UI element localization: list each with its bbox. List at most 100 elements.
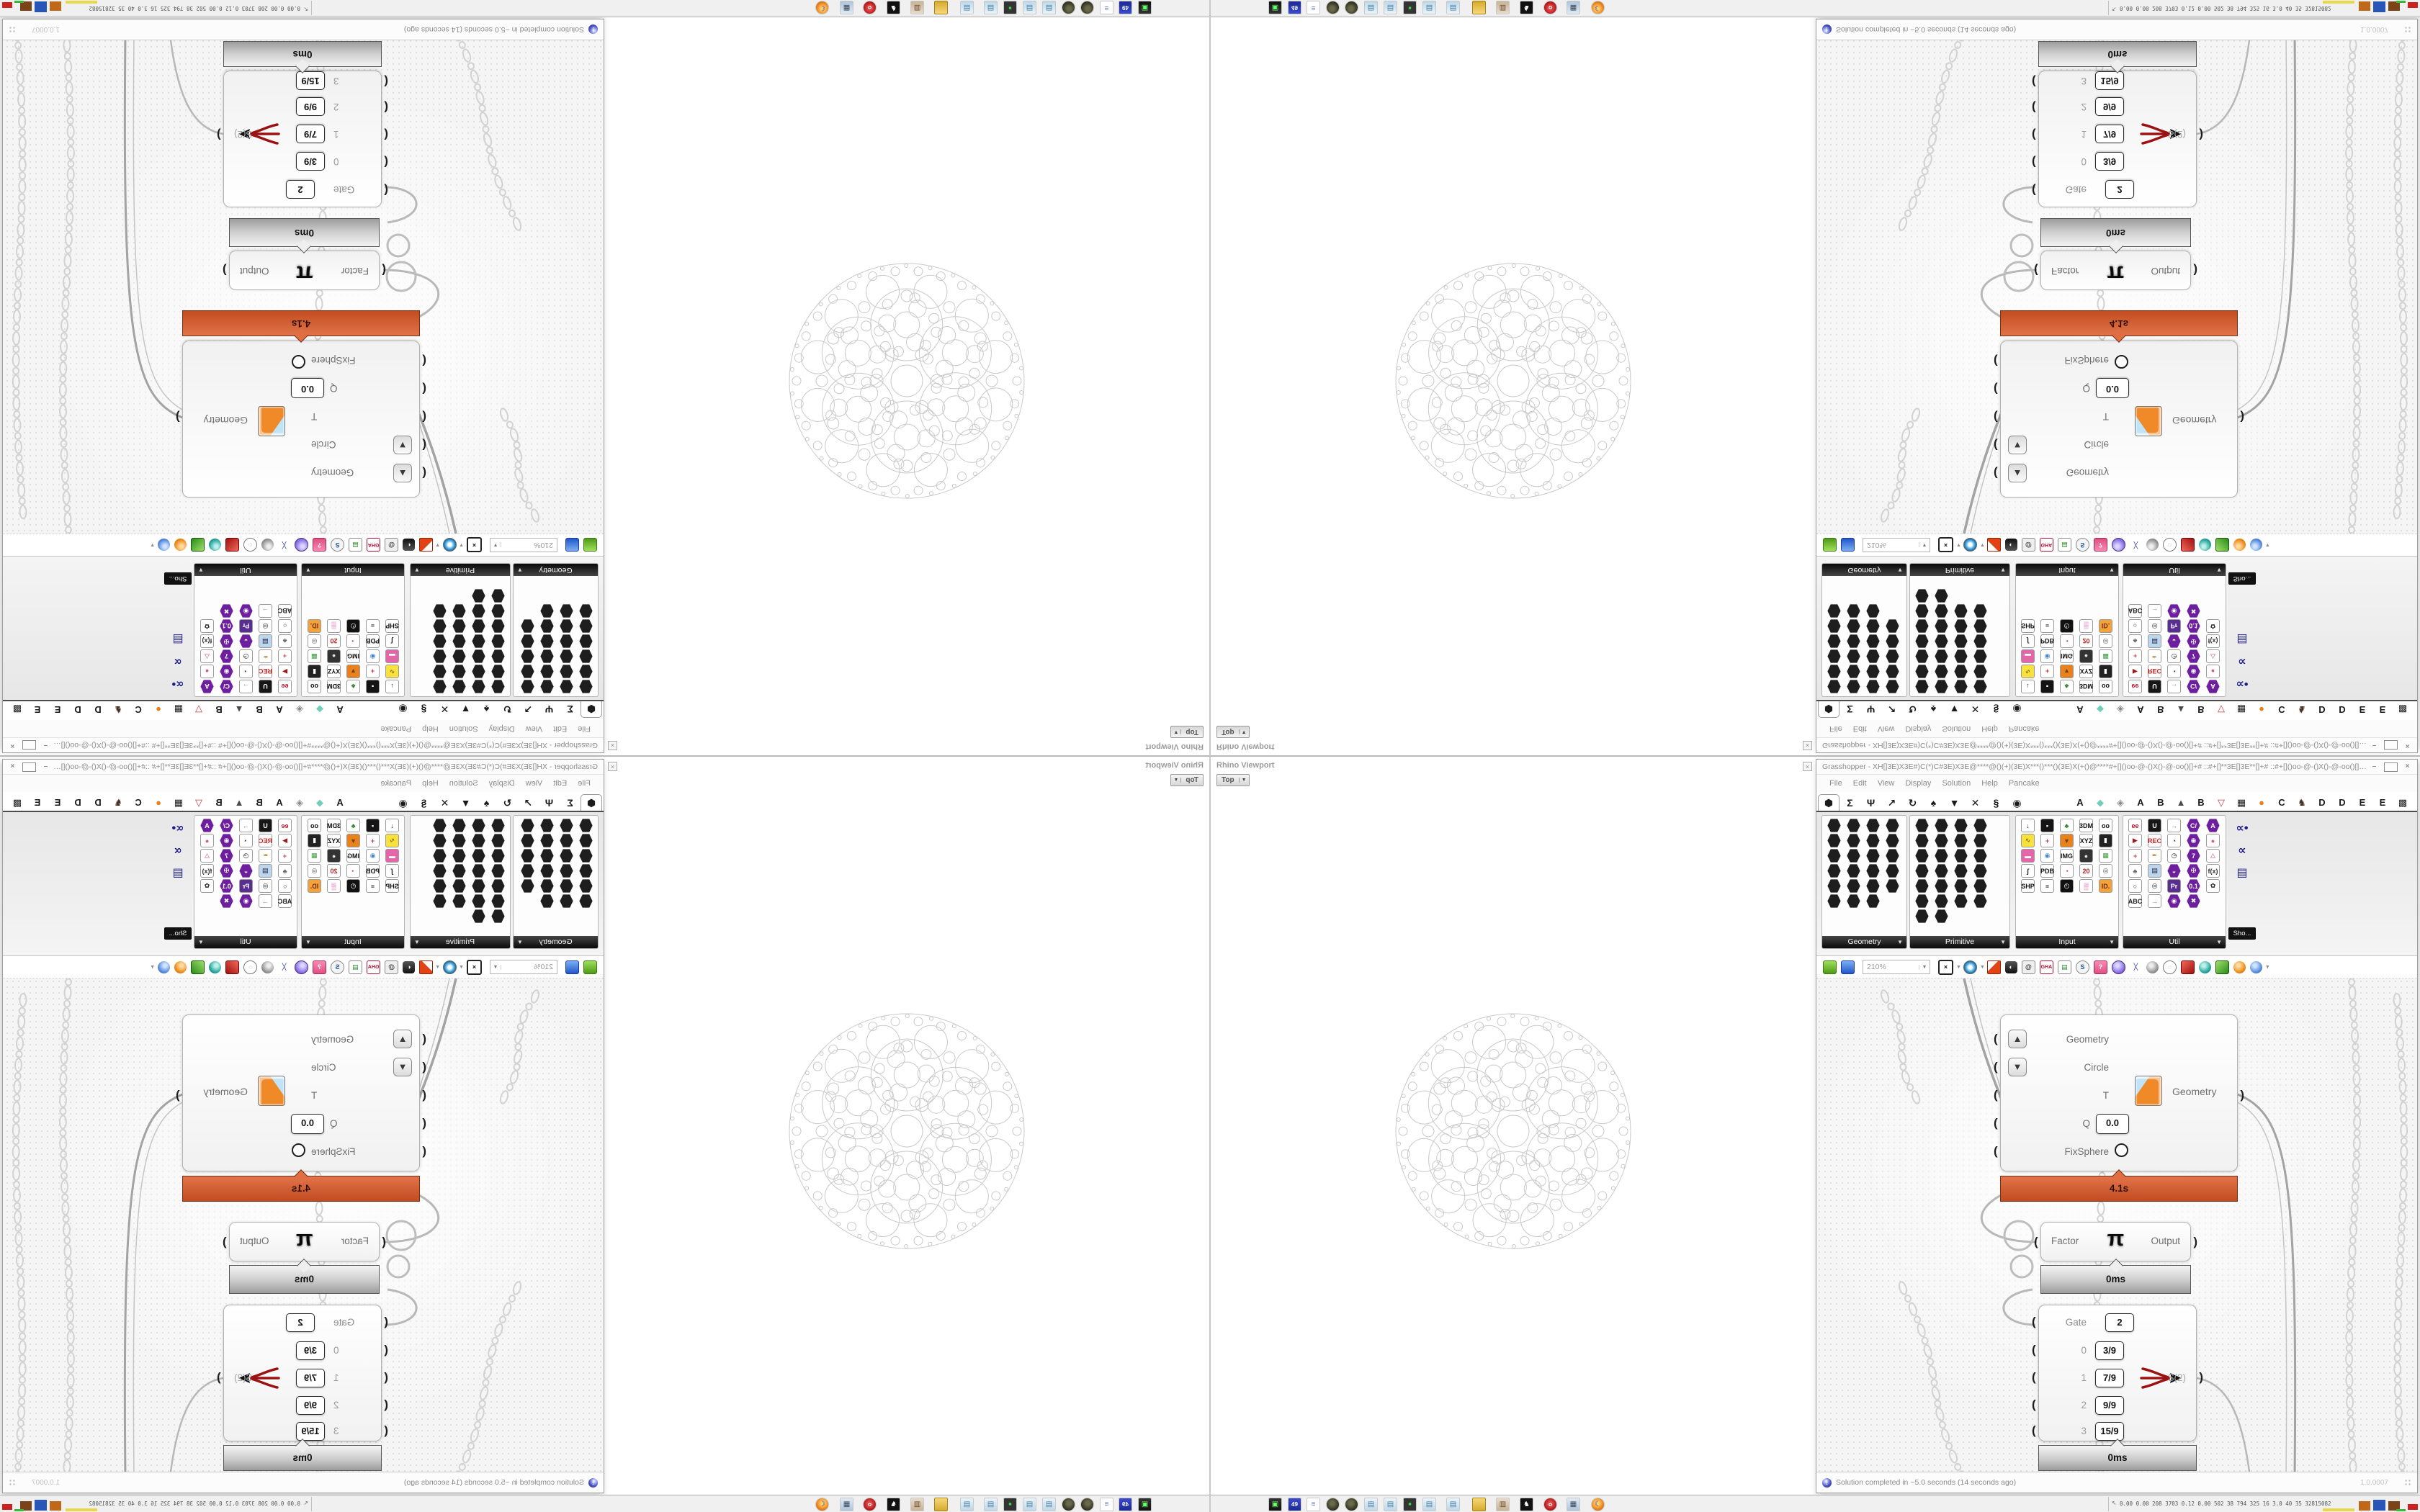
chevron-down-icon[interactable]: ▼ [1897, 939, 1903, 945]
palette-group-label-geometry[interactable]: Geometry ▼ [1822, 936, 1906, 948]
palette-icon[interactable] [1886, 680, 1899, 693]
tab-display[interactable]: ◉ [2012, 797, 2022, 809]
tab-plugin-grid[interactable]: ▦ [174, 704, 184, 715]
palette-group-label-util[interactable]: Util ▼ [194, 936, 297, 948]
palette-icon[interactable]: ● [2079, 849, 2093, 863]
gh-canvas[interactable]: ( ( ( ( ( ) ▲ Geometry ▼ Circle T [3, 40, 604, 534]
palette-icon[interactable] [1954, 819, 1968, 832]
palette-icon[interactable]: ▦ [308, 649, 321, 663]
palette-group-label-input[interactable]: Input ▼ [2016, 564, 2118, 576]
palette-icon[interactable] [452, 619, 466, 633]
palette-icon[interactable]: 0.1 [220, 619, 233, 633]
taskbar-document2-icon[interactable]: ▤ [1384, 1, 1397, 14]
palette-icon[interactable] [521, 619, 534, 633]
palette-group-label-primitive[interactable]: Primitive ▼ [411, 564, 510, 576]
tab-plugin-mountain[interactable]: ▲ [234, 797, 244, 808]
author-at-icon[interactable]: @ [2021, 538, 2035, 552]
input-port-1[interactable]: ( [2032, 1370, 2036, 1384]
palette-icon[interactable] [452, 649, 466, 663]
menu-pancake[interactable]: Pancake [380, 724, 412, 733]
tab-plugin-d1[interactable]: D [94, 704, 102, 715]
close-button[interactable]: × [2405, 762, 2410, 770]
display-teal-icon[interactable] [2198, 960, 2211, 973]
palette-icon[interactable]: ◔ [2060, 864, 2074, 878]
palette-icon[interactable] [1954, 849, 1968, 863]
palette-icon[interactable]: ▼ [346, 665, 360, 678]
palette-icon[interactable] [579, 864, 593, 878]
tab-mesh[interactable]: ▼ [460, 703, 471, 715]
menu-help[interactable]: Help [1981, 724, 1998, 733]
palette-icon[interactable]: f(x) [2206, 864, 2220, 878]
palette-icon[interactable]: ◴ [2060, 879, 2074, 893]
palette-group-label-geometry[interactable]: Geometry ▼ [514, 564, 598, 576]
palette-icon[interactable]: REC [2148, 665, 2161, 678]
palette-icon[interactable]: oo [2099, 819, 2112, 832]
palette-icon[interactable]: Pr [239, 879, 253, 893]
gha-loader-icon[interactable]: GHA [367, 960, 381, 974]
palette-icon[interactable] [1866, 649, 1880, 663]
viewport-top-tab-label[interactable]: Top [1186, 776, 1198, 784]
chevron-down-icon[interactable]: ▼ [2216, 939, 2222, 945]
palette-icon[interactable] [491, 864, 505, 878]
palette-icon[interactable] [472, 619, 485, 633]
palette-icon[interactable]: ◔ [346, 634, 360, 648]
jump-wires-icon[interactable]: ╳ [278, 960, 291, 973]
viewport-top-tab[interactable]: Top ▼ [1170, 774, 1204, 786]
palette-icon[interactable]: ▦ [2099, 849, 2112, 863]
cluster-box-icon[interactable]: ? [2093, 960, 2107, 974]
palette-icon[interactable]: ◔ [346, 864, 360, 878]
palette-group-label-primitive[interactable]: Primitive ▼ [411, 936, 510, 948]
palette-icon[interactable] [540, 649, 554, 663]
gate-row-value[interactable]: 3/9 [296, 152, 325, 171]
tab-plugin-a2[interactable]: A [276, 704, 283, 715]
palette-icon[interactable]: ABC [2128, 894, 2142, 908]
tab-surface[interactable]: ♠ [483, 703, 490, 715]
palette-icon[interactable] [1827, 665, 1841, 678]
palette-icon[interactable] [472, 894, 485, 908]
palette-icon[interactable] [1847, 649, 1860, 663]
tab-transform[interactable]: § [421, 797, 427, 809]
palette-icon[interactable] [1935, 834, 1948, 847]
palette-icon[interactable] [1847, 634, 1860, 648]
palette-icon[interactable] [1935, 604, 1948, 618]
palette-icon[interactable]: ○ [278, 619, 292, 633]
tab-intersect[interactable]: ✕ [440, 703, 449, 715]
palette-icon[interactable] [433, 680, 447, 693]
tab-plugin-puzzle[interactable]: ◈ [2117, 704, 2124, 715]
palette-icon[interactable] [560, 665, 573, 678]
palette-icon[interactable] [472, 864, 485, 878]
resize-grip[interactable] [2404, 26, 2411, 33]
gha-loader-icon[interactable]: GHA [2039, 960, 2053, 974]
palette-icon[interactable] [1935, 619, 1948, 633]
save-icon[interactable] [565, 538, 579, 552]
input-port-circle[interactable]: ( [1994, 1060, 1998, 1074]
palette-icon[interactable] [1973, 619, 1987, 633]
palette-icon[interactable]: ▪ [366, 680, 380, 693]
find-icon[interactable]: S [2075, 538, 2089, 552]
tab-surface[interactable]: ♠ [1930, 703, 1937, 715]
output-port-output[interactable]: ) [2193, 1235, 2197, 1248]
palette-icon[interactable] [579, 665, 593, 678]
tab-surface[interactable]: ♠ [483, 797, 490, 809]
output-port-geometry[interactable]: ) [176, 410, 180, 424]
new-document-icon[interactable] [1823, 960, 1837, 974]
palette-icon[interactable]: ● [327, 849, 341, 863]
palette-icon[interactable] [472, 834, 485, 847]
palette-icon[interactable]: ∫ [2021, 864, 2035, 878]
palette-icon[interactable]: ◔ [2167, 834, 2181, 847]
tab-plugin-e2[interactable]: E [34, 797, 41, 808]
palette-icon[interactable]: → [239, 819, 253, 832]
palette-icon[interactable]: ◴ [346, 879, 360, 893]
minimize-button[interactable]: – [43, 762, 48, 770]
palette-icon[interactable]: ◉ [2040, 849, 2054, 863]
palette-icon[interactable] [491, 604, 505, 618]
palette-group-label-input[interactable]: Input ▼ [2016, 936, 2118, 948]
preview-off-icon[interactable] [2146, 539, 2159, 552]
taskbar-monitor-icon[interactable]: ■ [1003, 1, 1017, 14]
taskbar-document3-icon[interactable]: ▤ [1422, 1, 1436, 14]
palette-icon[interactable]: A [2206, 819, 2220, 832]
palette-icon[interactable]: ID. [308, 879, 321, 893]
tab-plugin-e3[interactable]: E [2413, 795, 2420, 811]
tab-plugin-grid[interactable]: ▦ [2236, 704, 2246, 715]
taskbar-document3-icon[interactable]: ▤ [1422, 1498, 1436, 1511]
